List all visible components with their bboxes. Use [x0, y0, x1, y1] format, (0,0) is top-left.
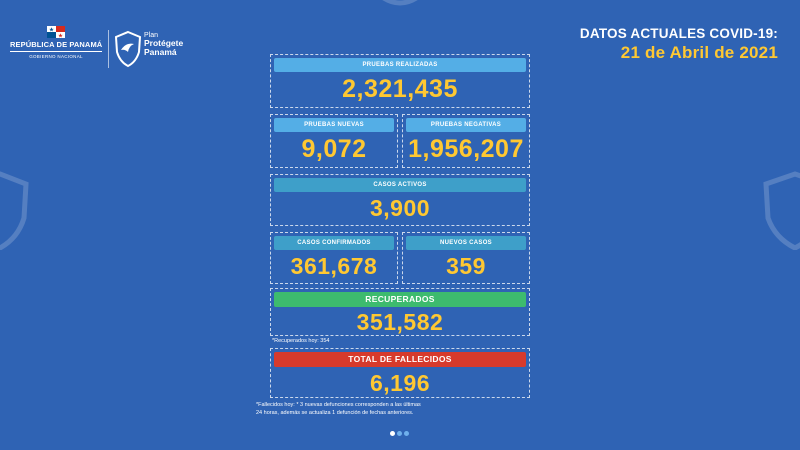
label-nuevos-casos: NUEVOS CASOS [406, 236, 526, 250]
label-casos-activos: CASOS ACTIVOS [274, 178, 526, 192]
background-shield-icon [763, 171, 800, 250]
value-fallecidos: 6,196 [369, 370, 431, 396]
value-recuperados: 351,582 [356, 309, 444, 335]
government-name: REPÚBLICA DE PANAMÁ [10, 40, 103, 49]
label-casos-confirmados: CASOS CONFIRMADOS [274, 236, 394, 250]
label-pruebas-negativas: PRUEBAS NEGATIVAS [406, 118, 526, 132]
government-subtitle: GOBIERNO NACIONAL [10, 51, 102, 59]
panel-pruebas-realizadas: PRUEBAS REALIZADAS 2,321,435 [270, 54, 530, 108]
label-fallecidos: TOTAL DE FALLECIDOS [274, 352, 526, 367]
value-pruebas-realizadas: 2,321,435 [342, 75, 458, 103]
value-casos-confirmados: 361,678 [290, 253, 378, 279]
note-fallecidos-line1: *Fallecidos hoy: * 3 nuevas defunciones … [256, 402, 421, 408]
pagination-dot-2[interactable] [397, 431, 402, 436]
label-pruebas-realizadas: PRUEBAS REALIZADAS [274, 58, 526, 72]
value-pruebas-nuevas: 9,072 [301, 135, 367, 163]
value-nuevos-casos: 359 [446, 253, 486, 279]
panel-pruebas-nuevas: PRUEBAS NUEVAS 9,072 [270, 114, 398, 168]
background-shield-icon [0, 171, 29, 250]
pagination-dot-1[interactable] [390, 431, 395, 436]
label-pruebas-nuevas: PRUEBAS NUEVAS [274, 118, 394, 132]
label-recuperados: RECUPERADOS [274, 292, 526, 307]
panama-flag-icon [47, 26, 65, 38]
page-title: DATOS ACTUALES COVID-19: 21 de Abril de … [580, 26, 778, 63]
note-fallecidos-line2: 24 horas, además se actualiza 1 defunció… [256, 410, 414, 416]
background-shield-icon [382, 0, 418, 6]
note-recuperados: *Recuperados hoy: 354 [272, 338, 330, 344]
shield-logo-icon [114, 30, 142, 68]
panel-casos-confirmados: CASOS CONFIRMADOS 361,678 [270, 232, 398, 284]
plan-label: Plan [144, 32, 159, 39]
plan-name-line1: Protégete [144, 38, 184, 49]
panel-nuevos-casos: NUEVOS CASOS 359 [402, 232, 530, 284]
panel-casos-activos: CASOS ACTIVOS 3,900 [270, 174, 530, 226]
value-pruebas-negativas: 1,956,207 [408, 135, 524, 163]
title-heading: DATOS ACTUALES COVID-19: [579, 26, 778, 41]
government-logo: REPÚBLICA DE PANAMÁ GOBIERNO NACIONAL [10, 26, 102, 59]
value-casos-activos: 3,900 [369, 195, 431, 221]
title-date: 21 de Abril de 2021 [620, 43, 778, 62]
plan-name-line2: Panamá [144, 47, 177, 58]
panel-recuperados: RECUPERADOS 351,582 [270, 288, 530, 336]
panel-fallecidos: TOTAL DE FALLECIDOS 6,196 [270, 348, 530, 398]
panel-pruebas-negativas: PRUEBAS NEGATIVAS 1,956,207 [402, 114, 530, 168]
pagination-dot-3[interactable] [404, 431, 409, 436]
header-divider [108, 30, 109, 68]
